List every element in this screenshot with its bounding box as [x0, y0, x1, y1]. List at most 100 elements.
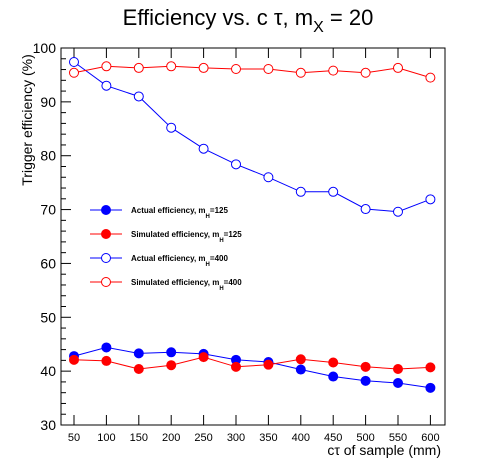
data-point [393, 62, 403, 73]
y-tick-label: 70 [40, 202, 56, 218]
legend-label: Actual efficiency, mH=400 [131, 254, 228, 268]
chart-title: Efficiency vs. c τ, mX = 20 [123, 5, 374, 36]
legend-label-sub: H [206, 214, 210, 220]
data-point [198, 352, 209, 363]
x-tick-label: 50 [68, 432, 80, 444]
x-tick-label: 450 [324, 432, 342, 444]
data-point [166, 360, 177, 371]
data-point [295, 354, 306, 365]
data-point [425, 72, 436, 83]
legend-label-sub: H [219, 238, 223, 244]
legend-label-tail: =125 [210, 206, 229, 215]
y-tick-label: 100 [33, 40, 57, 56]
data-point [231, 159, 241, 170]
data-point [263, 359, 274, 370]
data-point [133, 348, 144, 359]
y-tick-label: 50 [40, 309, 56, 325]
series-line [73, 356, 431, 370]
y-tick-label: 80 [40, 148, 56, 164]
y-tick-label: 30 [40, 417, 56, 433]
legend-label-tail: =400 [224, 278, 243, 287]
x-tick-label: 550 [389, 432, 407, 444]
data-point [360, 361, 371, 372]
legend-item: Simulated efficiency, mH=400 [90, 277, 242, 292]
data-point [295, 67, 306, 78]
series-line [73, 346, 431, 389]
x-tick-label: 200 [162, 432, 180, 444]
plot-frame [60, 47, 446, 426]
data-point [101, 80, 112, 91]
data-point [133, 363, 144, 374]
x-tick-label: 250 [194, 432, 212, 444]
legend-item: Simulated efficiency, mH=125 [90, 229, 242, 244]
data-point [295, 364, 306, 375]
data-point [328, 186, 339, 197]
data-point [328, 357, 339, 368]
x-tick-label: 500 [356, 432, 374, 444]
data-point [425, 362, 436, 373]
legend-label: Simulated efficiency, mH=400 [131, 278, 242, 292]
data-point [133, 62, 144, 73]
data-point [295, 186, 306, 197]
y-tick-label: 60 [40, 255, 56, 271]
chart-title-suffix: = 20 [324, 5, 374, 30]
data-point [69, 354, 79, 365]
x-tick-label: 100 [97, 432, 115, 444]
legend-label-tail: =400 [210, 254, 229, 263]
data-point [166, 122, 177, 133]
y-axis-label: Trigger efficiency (%) [19, 54, 35, 185]
series-2 [69, 57, 436, 217]
legend-label-name: Actual efficiency, m [131, 254, 206, 263]
data-point [69, 67, 79, 78]
legend-label-sub: H [219, 286, 223, 292]
legend-label-sub: H [206, 262, 210, 268]
legend-label-name: Actual efficiency, m [131, 206, 206, 215]
data-point [263, 64, 274, 75]
series-layer [69, 57, 436, 393]
data-point [328, 371, 339, 382]
legend-item: Actual efficiency, mH=400 [90, 253, 228, 268]
legend-label: Simulated efficiency, mH=125 [131, 230, 242, 244]
legend-label: Actual efficiency, mH=125 [131, 206, 228, 220]
y-tick-label: 40 [40, 363, 56, 379]
data-point [198, 62, 209, 73]
series-1 [69, 352, 436, 374]
legend-marker [101, 277, 111, 287]
y-tick-label: 90 [40, 94, 56, 110]
data-point [425, 382, 436, 393]
y-axis: 30 40 50 60 70 80 90 100 [33, 40, 71, 433]
legend-label-name: Simulated efficiency, m [131, 230, 219, 239]
x-axis: 50 100 150 200 250 300 350 400 450 500 550 600 [68, 48, 440, 444]
legend-marker [101, 253, 111, 263]
legend-marker [101, 229, 111, 239]
series-line [73, 65, 431, 79]
data-point [393, 206, 403, 217]
legend-label-name: Simulated efficiency, m [131, 278, 219, 287]
data-point [360, 204, 371, 215]
x-tick-label: 150 [130, 432, 148, 444]
data-point [69, 57, 79, 68]
legend-item: Actual efficiency, mH=125 [90, 205, 228, 220]
chart-title-main: Efficiency vs. c τ, m [123, 5, 313, 30]
x-tick-label: 350 [259, 432, 277, 444]
x-tick-label: 300 [227, 432, 245, 444]
data-point [101, 355, 112, 366]
series-3 [69, 61, 436, 83]
data-point [101, 61, 112, 72]
data-point [360, 67, 371, 78]
data-point [166, 347, 177, 358]
x-tick-label: 400 [292, 432, 310, 444]
data-point [231, 64, 241, 75]
series-line [73, 61, 431, 213]
data-point [360, 375, 371, 386]
x-axis-label: cτ of sample (mm) [327, 442, 441, 458]
data-point [101, 342, 112, 353]
data-point [328, 65, 339, 76]
data-point [166, 61, 177, 72]
legend-label-tail: =125 [224, 230, 243, 239]
legend-marker [101, 205, 111, 215]
data-point [133, 91, 144, 102]
data-point [263, 172, 274, 183]
